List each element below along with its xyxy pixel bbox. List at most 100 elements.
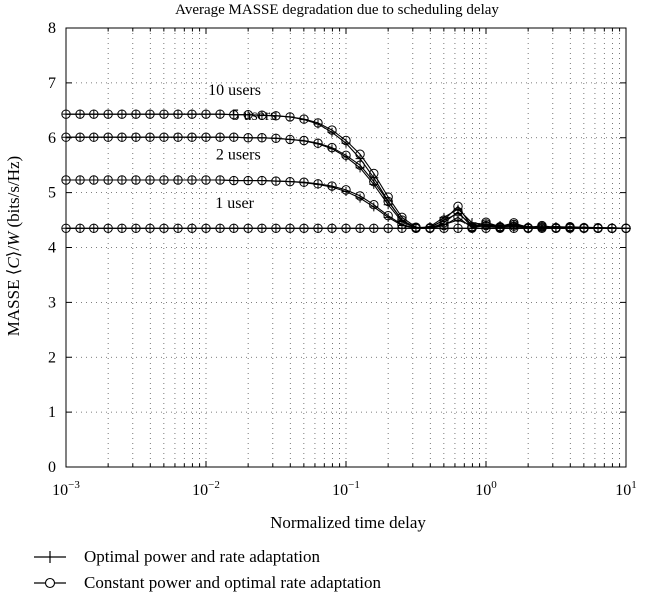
series-line (66, 113, 627, 229)
data-point-circle (327, 223, 337, 233)
data-point-circle (89, 132, 99, 142)
data-point-circle (285, 223, 295, 233)
data-point-circle (145, 175, 155, 185)
data-point-circle (383, 196, 393, 207)
data-point-circle (299, 223, 309, 233)
data-point-circle (89, 223, 99, 233)
data-point-circle (243, 133, 253, 143)
data-point-circle (355, 149, 365, 159)
data-point-circle (439, 223, 449, 233)
data-point-circle (173, 175, 183, 185)
data-point-circle (355, 223, 365, 233)
data-point-circle (565, 223, 575, 233)
data-point-circle (257, 133, 267, 143)
data-point-circle (215, 109, 225, 119)
data-point-circle (593, 223, 603, 233)
data-point-circle (131, 175, 141, 185)
data-point-circle (327, 142, 337, 153)
data-point-circle (313, 223, 323, 233)
data-point-circle (285, 176, 295, 187)
data-point-circle (75, 132, 85, 142)
data-point-circle (201, 175, 211, 185)
x-tick-label: 10−3 (52, 479, 80, 499)
series-line (66, 113, 626, 229)
curve-label: 10 users (208, 82, 261, 99)
series-layer (61, 109, 631, 233)
data-point-circle (481, 223, 491, 233)
data-point-circle (271, 223, 281, 233)
grid (66, 28, 626, 467)
x-tick-label: 10−1 (332, 479, 360, 499)
data-point-circle (159, 175, 169, 185)
data-point-circle (187, 132, 197, 142)
data-point-circle (187, 175, 197, 185)
data-point-circle (537, 223, 547, 233)
y-tick-label: 2 (48, 349, 56, 366)
data-point-circle (229, 110, 239, 120)
data-point-circle (243, 110, 253, 120)
data-point-circle (75, 109, 85, 119)
data-point-circle (369, 223, 379, 233)
data-point-circle (607, 223, 617, 233)
legend-marker-plus (34, 551, 66, 563)
data-point-circle (285, 134, 295, 145)
data-point-circle (103, 175, 113, 185)
data-point-circle (341, 135, 351, 146)
y-tick-label: 3 (48, 294, 56, 311)
data-point-circle (495, 223, 505, 233)
data-point-circle (131, 132, 141, 142)
x-axis-label: Normalized time delay (270, 513, 426, 532)
data-point-circle (89, 109, 99, 119)
data-point-circle (299, 177, 309, 187)
data-point-circle (341, 223, 351, 233)
data-point-circle (201, 223, 211, 233)
data-point-circle (117, 223, 127, 233)
data-point-circle (159, 132, 169, 142)
data-point-circle (89, 175, 99, 185)
y-tick-label: 5 (48, 185, 56, 202)
legend-label: Optimal power and rate adaptation (84, 547, 321, 566)
x-tick-label: 101 (615, 479, 637, 499)
data-point-circle (75, 223, 85, 233)
data-point-circle (523, 223, 533, 233)
curve-label: 5 users (231, 107, 276, 124)
legend-marker-circle (34, 577, 66, 589)
chart-title: Average MASSE degradation due to schedul… (175, 2, 499, 18)
legend-item-plus: Optimal power and rate adaptation (30, 546, 320, 568)
data-point-circle (313, 118, 323, 128)
data-point-circle (159, 223, 169, 233)
data-point-circle (215, 132, 225, 142)
data-point-circle (215, 223, 225, 233)
data-point-circle (243, 175, 253, 186)
data-point-circle (117, 132, 127, 142)
x-tick-label: 10−2 (192, 479, 220, 499)
data-point-circle (509, 223, 519, 233)
data-point-circle (75, 175, 85, 185)
data-point-circle (467, 223, 477, 233)
data-point-circle (229, 132, 239, 142)
data-point-circle (355, 191, 365, 201)
y-tick-label: 4 (48, 240, 56, 257)
data-point-circle (453, 212, 463, 223)
data-point-circle (103, 223, 113, 233)
y-axis-label: MASSE ⟨C⟩/W (bits/s/Hz) (4, 156, 23, 336)
data-point-circle (341, 150, 351, 161)
chart: Average MASSE degradation due to schedul… (4, 2, 637, 532)
data-point-circle (187, 223, 197, 233)
data-point-circle (131, 223, 141, 233)
data-point-circle (257, 110, 267, 120)
data-point-circle (145, 132, 155, 142)
curve-label: 2 users (216, 147, 261, 164)
data-point-circle (369, 176, 379, 187)
data-point-circle (257, 223, 267, 233)
data-point-circle (341, 185, 351, 195)
data-point-circle (103, 109, 113, 119)
data-point-circle (383, 210, 393, 221)
data-point-circle (313, 179, 323, 189)
data-point-circle (145, 109, 155, 119)
data-point-circle (103, 132, 113, 142)
data-point-circle (383, 223, 393, 233)
data-point-circle (369, 199, 379, 210)
y-tick-label: 8 (48, 20, 56, 37)
